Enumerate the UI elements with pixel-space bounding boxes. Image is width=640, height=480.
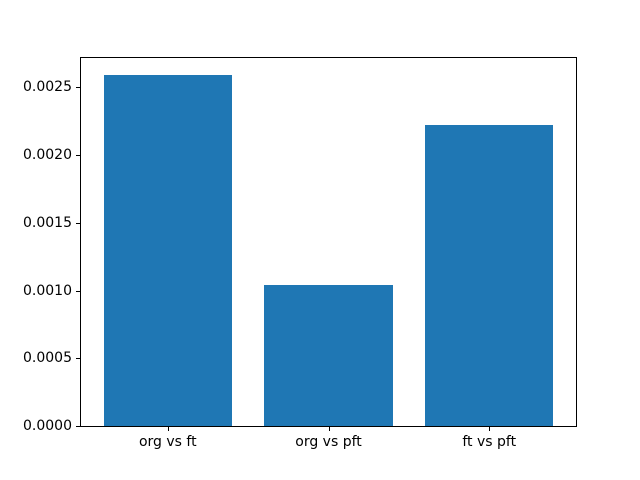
y-axis-tick-label: 0.0015 <box>23 214 72 231</box>
y-axis-tick-label: 0.0020 <box>23 147 72 164</box>
y-axis-tick-label: 0.0000 <box>23 418 72 434</box>
y-axis-tick <box>76 222 80 224</box>
y-axis-tick <box>76 290 80 292</box>
y-axis-tick <box>76 426 80 427</box>
y-axis-tick-label: 0.0010 <box>23 282 72 299</box>
x-axis-tick-label: org vs ft <box>138 434 197 450</box>
x-axis-tick-label: org vs pft <box>295 434 362 450</box>
y-axis-tick <box>76 358 80 360</box>
x-axis-tick <box>328 427 330 431</box>
y-axis-tick-label: 0.0025 <box>23 79 72 96</box>
bar-ft-vs-pft <box>424 125 554 426</box>
bar-org-vs-pft <box>264 285 393 426</box>
plot-area <box>80 57 577 427</box>
x-axis-tick <box>489 427 491 431</box>
y-axis-tick-label: 0.0005 <box>23 350 72 367</box>
x-axis-tick <box>167 427 169 431</box>
y-axis-tick <box>76 155 80 157</box>
bar-org-vs-ft <box>103 75 233 426</box>
y-axis-tick <box>76 87 80 89</box>
x-axis-tick-label: ft vs pft <box>462 434 517 450</box>
